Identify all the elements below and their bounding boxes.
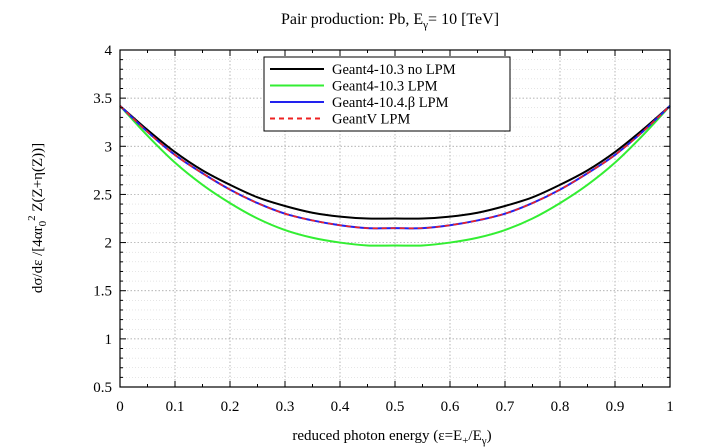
y-tick-label: 2.5 [93, 187, 112, 203]
legend-entry-label: Geant4-10.3 LPM [332, 79, 438, 95]
chart-title: Pair production: Pb, Eγ= 10 [TeV] [281, 11, 499, 31]
y-tick-label: 1.5 [93, 284, 112, 300]
x-tick-label: 0.2 [221, 399, 240, 415]
x-tick-label: 0.6 [441, 399, 460, 415]
y-tick-label: 2 [105, 236, 113, 252]
series-line-geantv-lpm [119, 105, 671, 230]
ticks [119, 49, 671, 388]
y-tick-label: 3 [105, 139, 113, 155]
legend-entry-label: GeantV LPM [332, 112, 410, 128]
x-tick-label: 0.4 [331, 399, 350, 415]
x-tick-label: 0.9 [606, 399, 625, 415]
x-tick-label: 0.5 [386, 399, 405, 415]
legend-entry-label: Geant4-10.4.β LPM [332, 95, 449, 111]
x-tick-label: 0.7 [496, 399, 515, 415]
x-tick-label: 0 [116, 399, 124, 415]
x-tick-label: 0.3 [276, 399, 295, 415]
x-axis-label: reduced photon energy (ε=E+/Eγ) [292, 428, 491, 447]
series-line-geant4-10-3-lpm [119, 105, 671, 247]
x-tick-label: 0.8 [551, 399, 570, 415]
tick-labels: 0 0.1 0.2 0.3 0.4 0.5 0.6 0.7 0.8 0.9 1 0.5 1 1.5 2 2.5… [93, 43, 674, 415]
legend-entry-label: Geant4-10.3 no LPM [332, 62, 456, 78]
y-axis-label: dσ/dε /[4αr02 Z(Z+η(Z))] [26, 143, 49, 293]
series-line-geant4-10-3-no-lpm [119, 105, 671, 220]
x-tick-label: 1 [666, 399, 674, 415]
y-tick-label: 3.5 [93, 91, 112, 107]
y-tick-label: 0.5 [93, 380, 112, 396]
x-tick-label: 0.1 [166, 399, 185, 415]
y-tick-label: 1 [105, 332, 113, 348]
series-layer [119, 105, 671, 247]
y-tick-label: 4 [105, 43, 113, 59]
